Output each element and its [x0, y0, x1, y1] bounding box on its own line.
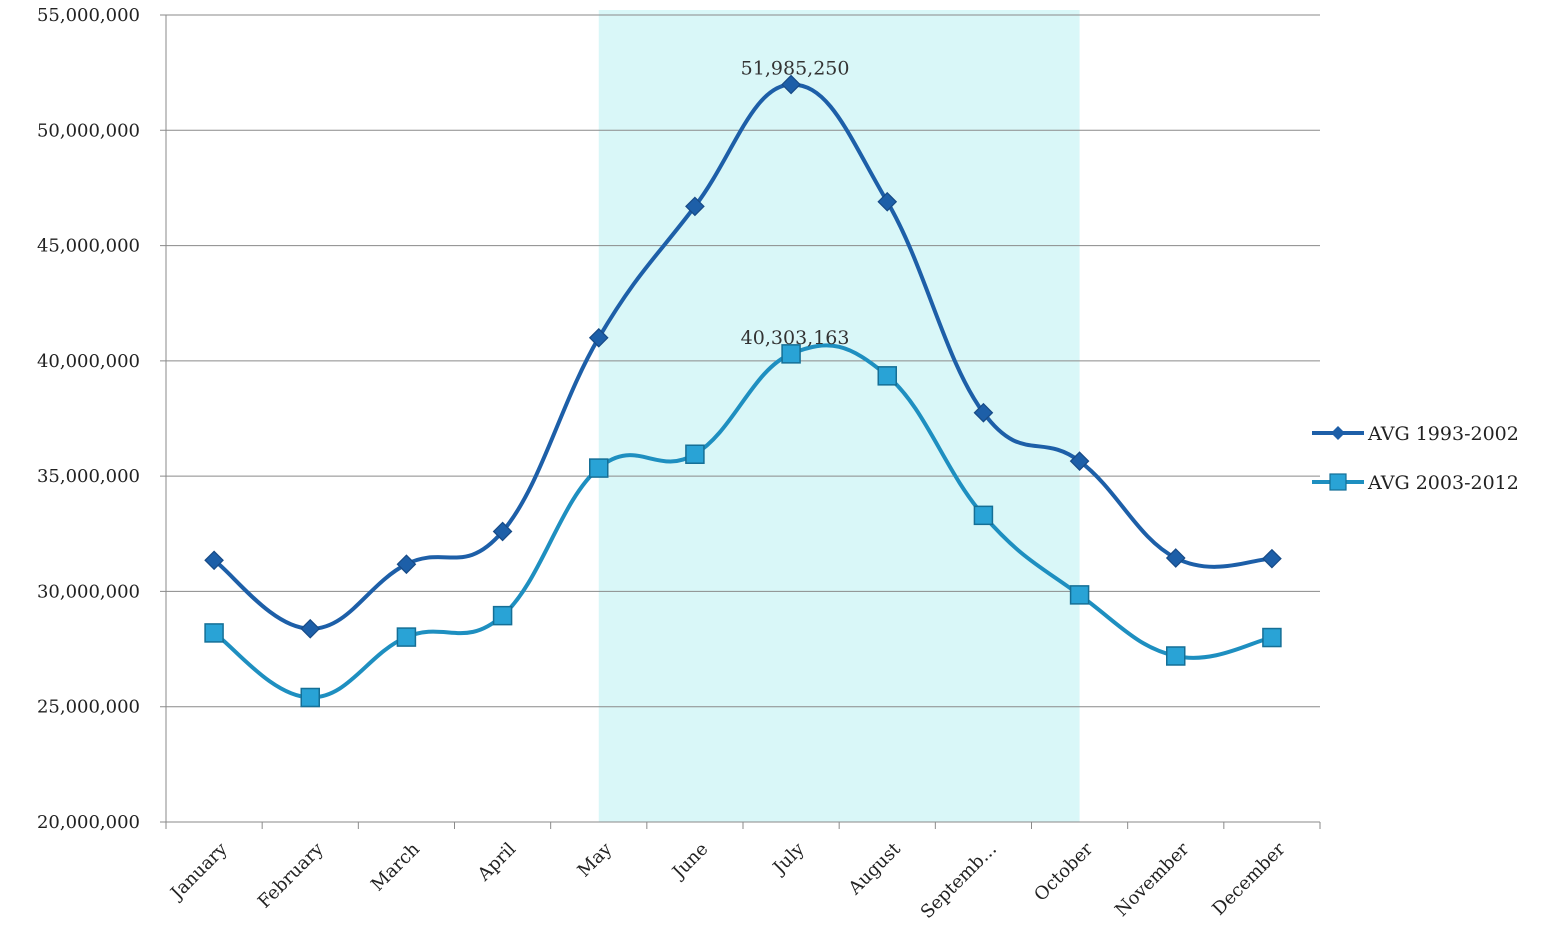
series-point-square — [396, 627, 417, 647]
series-point-diamond — [204, 550, 224, 571]
y-tick-label: 55,000,000 — [37, 5, 140, 26]
legend-label: AVG 2003-2012 — [1367, 472, 1519, 494]
series-point-square — [1166, 646, 1186, 666]
y-tick-label: 25,000,000 — [37, 697, 140, 718]
series-point-square — [781, 344, 801, 364]
y-tick-label: 20,000,000 — [37, 812, 140, 833]
series-point-diamond — [685, 196, 705, 217]
legend: AVG 1993-2002 AVG 2003-2012 — [1312, 423, 1519, 494]
series-point-diamond — [781, 74, 801, 95]
series-point-square — [973, 505, 994, 526]
series-point-square — [1069, 585, 1090, 605]
series-point-square — [300, 687, 320, 708]
highlight-band-layer — [598, 10, 1080, 822]
series-point-diamond — [588, 327, 609, 348]
series-point-diamond — [396, 554, 417, 575]
y-tick-label: 40,000,000 — [37, 351, 140, 372]
x-tick-label: May — [574, 838, 617, 881]
series-point-square — [877, 366, 897, 386]
series-point-diamond — [1069, 451, 1090, 472]
highlight-band — [598, 10, 1080, 822]
x-tick-label: March — [367, 838, 424, 895]
series-point-square — [685, 444, 705, 464]
series-markers — [204, 74, 1282, 708]
x-tick-label: July — [768, 838, 809, 879]
x-tick-label: November — [1111, 838, 1193, 920]
legend-marker-square — [1329, 473, 1347, 491]
series-point-diamond — [492, 521, 513, 542]
y-tick-label: 50,000,000 — [37, 120, 140, 141]
legend-label: AVG 1993-2002 — [1367, 423, 1519, 445]
series-point-diamond — [877, 191, 898, 212]
series-point-square — [589, 458, 609, 478]
x-tick-label: February — [254, 838, 328, 912]
y-tick-label: 45,000,000 — [37, 236, 140, 257]
data-label: 51,985,250 — [741, 58, 850, 80]
gridlines — [160, 14, 1320, 823]
data-label: 40,303,163 — [741, 327, 850, 349]
series-point-diamond — [1165, 548, 1186, 568]
series-point-diamond — [1262, 548, 1282, 569]
x-tick-label: October — [1030, 838, 1097, 905]
x-tick-label: June — [667, 839, 712, 884]
series-point-diamond — [300, 618, 321, 639]
series-point-square — [492, 605, 513, 626]
y-tick-label: 30,000,000 — [37, 581, 140, 602]
data-labels: 51,985,250 40,303,163 — [741, 58, 850, 349]
x-tick-label: August — [844, 838, 905, 899]
x-tick-label: January — [165, 838, 232, 905]
x-tick-label: April — [473, 839, 520, 886]
y-tick-label: 35,000,000 — [37, 466, 140, 487]
x-tick-label: Septemb... — [917, 839, 1001, 923]
series-point-diamond — [973, 402, 994, 423]
series-point-square — [204, 623, 224, 643]
legend-marker-diamond — [1331, 426, 1345, 440]
series-point-square — [1262, 627, 1282, 648]
x-tick-label: December — [1208, 838, 1289, 919]
